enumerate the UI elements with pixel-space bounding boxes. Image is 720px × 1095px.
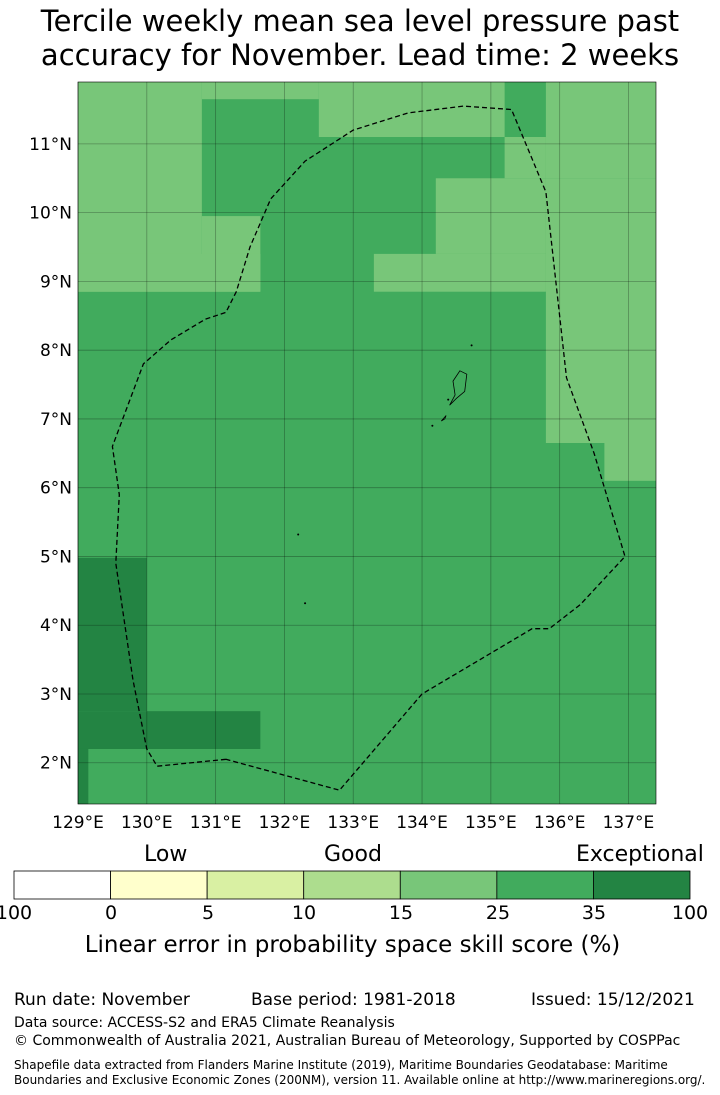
- colorbar-segment: [110, 870, 208, 900]
- island-dot: [431, 424, 434, 427]
- colorbar-tick: 100: [671, 902, 709, 924]
- skill-cell: [201, 82, 319, 100]
- latitude-tick-label: 5°N: [40, 547, 72, 567]
- palau-islands: [297, 344, 473, 605]
- colorbar-tick: 100: [0, 902, 33, 924]
- shapefile-credit-line1: Shapefile data extracted from Flanders M…: [14, 1058, 668, 1072]
- skill-cell: [78, 557, 147, 712]
- issued-date: Issued: 15/12/2021: [531, 990, 695, 1010]
- latitude-tick-label: 4°N: [40, 616, 72, 636]
- longitude-tick-label: 129°E: [52, 813, 104, 833]
- latitude-tick-label: 9°N: [40, 272, 72, 292]
- colorbar-segment: [303, 870, 401, 900]
- longitude-tick-labels: 129°E 130°E 131°E 132°E 133°E 134°E 135°E 136°E…: [52, 813, 654, 833]
- base-period: Base period: 1981-2018: [251, 990, 456, 1010]
- latitude-tick-label: 2°N: [40, 754, 72, 774]
- skill-cell: [373, 253, 546, 292]
- skill-cell: [78, 711, 261, 749]
- longitude-tick-label: 133°E: [327, 813, 379, 833]
- colorbar-tick: 15: [388, 902, 414, 924]
- latitude-tick-label: 7°N: [40, 410, 72, 430]
- longitude-tick-label: 131°E: [190, 813, 242, 833]
- latitude-tick-label: 8°N: [40, 341, 72, 361]
- longitude-tick-label: 130°E: [121, 813, 173, 833]
- colorbar-tick: 5: [201, 902, 215, 924]
- longitude-tick-label: 134°E: [396, 813, 448, 833]
- island-outline: [440, 415, 447, 422]
- longitude-tick-label: 137°E: [603, 813, 655, 833]
- longitude-tick-label: 135°E: [465, 813, 517, 833]
- colorbar-segment: [496, 870, 594, 900]
- skill-cell: [78, 748, 89, 804]
- latitude-tick-labels: 11°N 10°N 9°N 8°N 7°N 6°N 5°N 4°N 3°N 2°N: [29, 135, 72, 774]
- colorbar-title: Linear error in probability space skill …: [84, 932, 621, 958]
- shapefile-credit-line2: Boundaries and Exclusive Economic Zones …: [14, 1073, 706, 1087]
- skill-grid-cells: [78, 82, 656, 804]
- latitude-tick-label: 6°N: [40, 479, 72, 499]
- island-dot: [297, 533, 300, 536]
- colorbar: [13, 870, 691, 900]
- colorbar-segment: [399, 870, 498, 900]
- map-title-line2: accuracy for November. Lead time: 2 week…: [40, 38, 680, 72]
- skill-cell: [545, 178, 656, 443]
- island-dot: [304, 602, 307, 605]
- skill-cell: [435, 178, 546, 254]
- latitude-tick-label: 11°N: [29, 135, 72, 155]
- colorbar-segment: [13, 870, 111, 900]
- skill-cell: [78, 253, 261, 292]
- longitude-tick-label: 136°E: [534, 813, 586, 833]
- colorbar-tick: 10: [291, 902, 317, 924]
- category-low-label: Low: [144, 842, 188, 867]
- copyright: © Commonwealth of Australia 2021, Austra…: [14, 1033, 681, 1049]
- data-source: Data source: ACCESS-S2 and ERA5 Climate …: [14, 1015, 395, 1031]
- island-dot: [470, 344, 473, 347]
- colorbar-segment: [206, 870, 305, 900]
- map-title: Tercile weekly mean sea level pressure p…: [0, 4, 720, 72]
- map-title-line1: Tercile weekly mean sea level pressure p…: [40, 4, 680, 38]
- category-exceptional-label: Exceptional: [576, 842, 704, 867]
- colorbar-segment: [593, 870, 691, 900]
- longitude-tick-label: 132°E: [259, 813, 311, 833]
- skill-cell: [545, 82, 656, 179]
- map-frame: [77, 81, 657, 805]
- island-dot: [447, 398, 450, 401]
- latitude-tick-label: 3°N: [40, 685, 72, 705]
- latitude-tick-label: 10°N: [29, 204, 72, 224]
- skill-cell: [318, 82, 505, 138]
- island-outline: [449, 370, 468, 406]
- skill-cell: [604, 443, 656, 481]
- colorbar-tick: 25: [485, 902, 511, 924]
- eez-boundary: [111, 105, 626, 791]
- colorbar-tick: 35: [581, 902, 607, 924]
- run-date: Run date: November: [14, 990, 190, 1010]
- category-good-label: Good: [324, 842, 382, 867]
- colorbar-tick: 0: [104, 902, 118, 924]
